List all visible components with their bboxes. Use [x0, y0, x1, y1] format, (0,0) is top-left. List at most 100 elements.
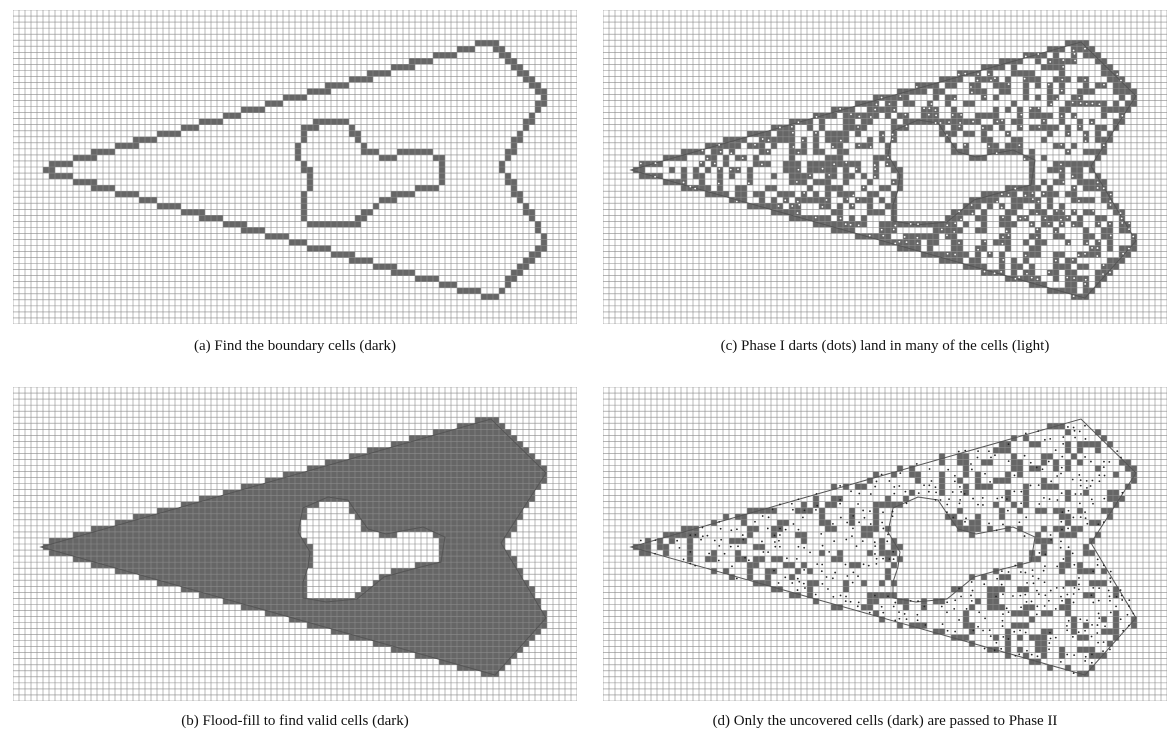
dart-dot: [1109, 200, 1112, 203]
cell: [1053, 269, 1059, 276]
valid-cell: [337, 622, 343, 629]
valid-cell: [283, 544, 289, 551]
dart-dot: [850, 490, 852, 493]
valid-cell: [241, 519, 247, 526]
boundary-cell: [415, 148, 421, 155]
dart-dot: [960, 595, 962, 598]
dart-dot: [1035, 466, 1038, 469]
valid-cell: [457, 592, 463, 599]
dart-dot: [1029, 484, 1032, 487]
valid-cell: [523, 465, 529, 472]
boundary-cell: [541, 100, 547, 107]
valid-cell: [373, 459, 379, 466]
cell: [1011, 257, 1017, 264]
valid-cell: [199, 556, 205, 563]
valid-cell: [481, 544, 487, 551]
valid-cell: [337, 598, 343, 605]
valid-cell: [295, 568, 301, 575]
valid-cell: [391, 586, 397, 593]
valid-cell: [175, 519, 181, 526]
uncovered-cell: [963, 616, 969, 623]
valid-cell: [283, 495, 289, 502]
valid-cell: [283, 586, 289, 593]
valid-cell: [235, 574, 241, 581]
uncovered-cell: [1017, 634, 1023, 641]
cell: [981, 136, 987, 143]
cell: [1059, 179, 1065, 186]
cell: [1053, 275, 1059, 282]
valid-cell: [517, 459, 523, 466]
valid-cell: [499, 459, 505, 466]
dart-dot: [784, 528, 787, 531]
dart-dot: [862, 509, 865, 512]
dart-dot: [1066, 629, 1069, 632]
valid-cell: [487, 610, 493, 617]
dart-dot: [1096, 255, 1099, 257]
dart-dot: [957, 73, 960, 76]
uncovered-cell: [975, 477, 981, 484]
valid-cell: [481, 435, 487, 442]
cell: [753, 160, 759, 167]
valid-cell: [121, 550, 127, 557]
valid-cell: [223, 531, 229, 538]
dart-dot: [880, 96, 883, 99]
valid-cell: [403, 519, 409, 526]
domain-outer-boundary: [39, 418, 547, 676]
valid-cell: [289, 616, 295, 623]
uncovered-cell: [1035, 537, 1041, 544]
valid-cell: [523, 580, 529, 587]
boundary-cell: [933, 82, 939, 89]
uncovered-cell: [999, 574, 1005, 581]
valid-cell: [157, 556, 163, 563]
valid-cell: [463, 568, 469, 575]
valid-cell: [379, 513, 385, 520]
uncovered-cell: [981, 483, 987, 490]
boundary-cell: [541, 239, 547, 246]
valid-cell: [145, 519, 151, 526]
cell: [885, 227, 891, 234]
cell: [927, 245, 933, 252]
boundary-cell: [463, 46, 469, 53]
uncovered-cell: [729, 537, 735, 544]
boundary-cell: [963, 148, 969, 155]
boundary-cell: [891, 136, 897, 143]
boundary-cell: [1095, 58, 1101, 65]
dart-dot: [1019, 217, 1022, 220]
valid-cell: [457, 580, 463, 587]
valid-cell: [229, 580, 235, 587]
valid-cell: [241, 507, 247, 514]
dart-dot: [1090, 258, 1093, 261]
valid-cell: [469, 507, 475, 514]
boundary-cell: [723, 142, 729, 149]
valid-cell: [451, 471, 457, 478]
boundary-cell: [669, 179, 675, 186]
dart-dot: [1013, 113, 1016, 116]
valid-cell: [439, 562, 445, 569]
dart-dot: [701, 535, 704, 538]
valid-cell: [319, 471, 325, 478]
uncovered-cell: [975, 598, 981, 605]
boundary-cell: [885, 148, 891, 155]
valid-cell: [367, 465, 373, 472]
valid-cell: [505, 531, 511, 538]
valid-cell: [481, 495, 487, 502]
valid-cell: [193, 537, 199, 544]
uncovered-cell: [1107, 640, 1113, 647]
valid-cell: [427, 525, 433, 532]
dart-dot: [747, 182, 750, 185]
dart-dot: [1043, 204, 1046, 207]
valid-cell: [463, 652, 469, 659]
valid-cell: [523, 477, 529, 484]
dart-dot: [1098, 97, 1101, 100]
uncovered-cell: [939, 453, 945, 460]
valid-cell: [271, 574, 277, 581]
uncovered-cell: [753, 525, 759, 532]
boundary-cell: [915, 245, 921, 252]
valid-cell: [505, 453, 511, 460]
valid-cell: [403, 580, 409, 587]
valid-cell: [499, 477, 505, 484]
boundary-cell: [511, 58, 517, 65]
uncovered-cell: [723, 513, 729, 520]
cell: [1017, 203, 1023, 210]
valid-cell: [469, 550, 475, 557]
